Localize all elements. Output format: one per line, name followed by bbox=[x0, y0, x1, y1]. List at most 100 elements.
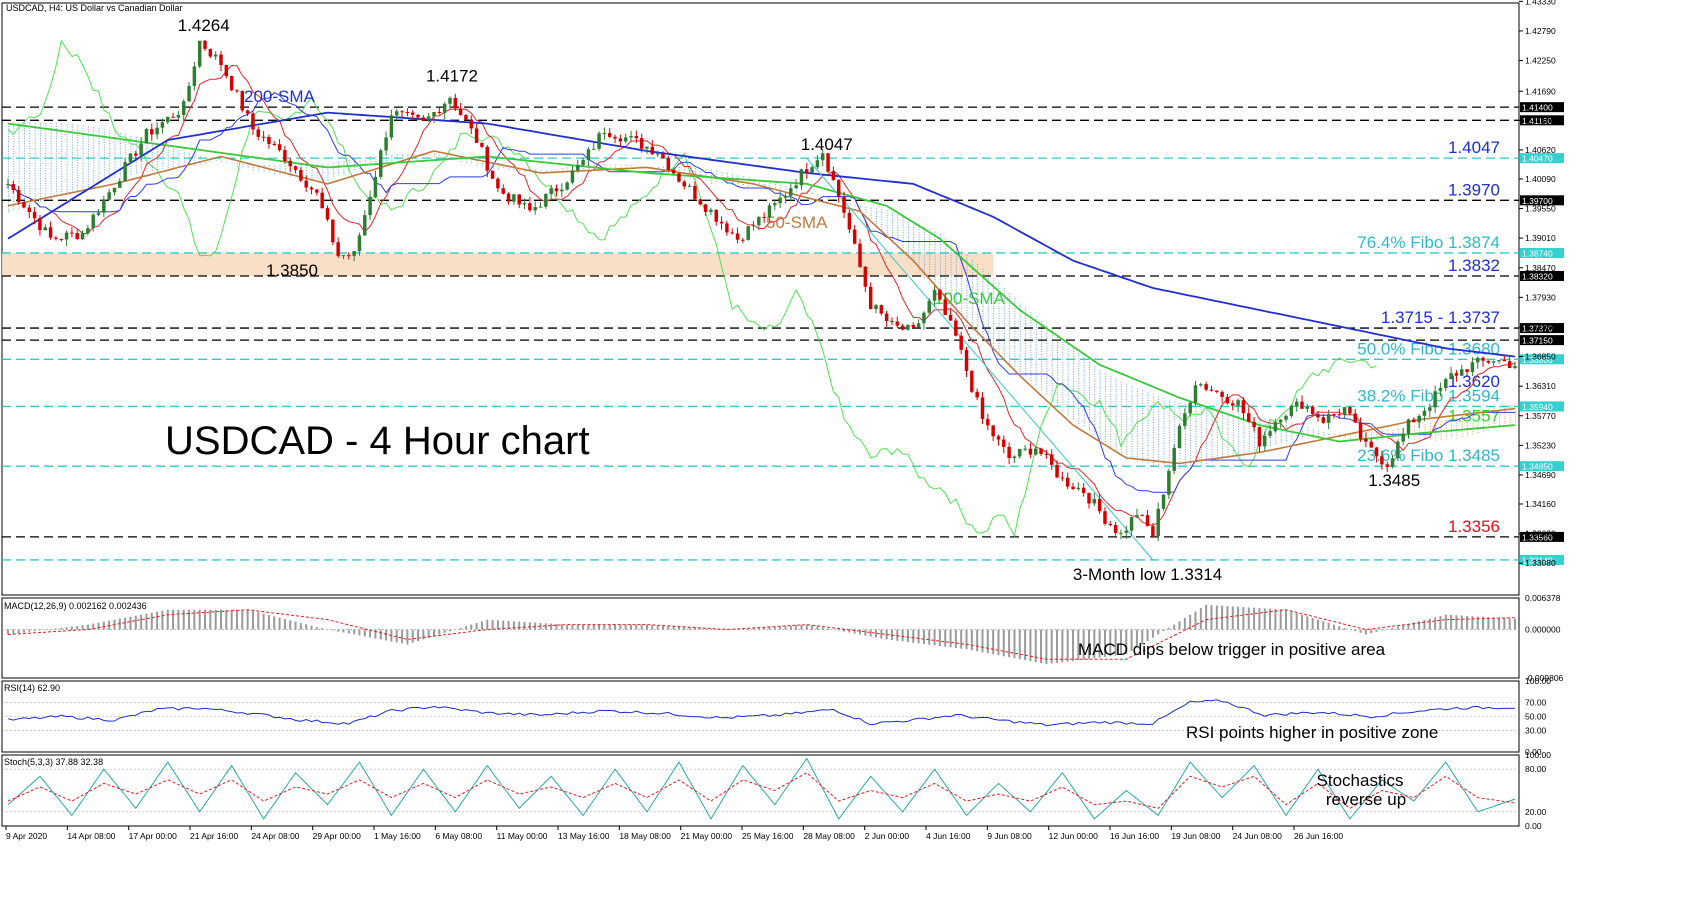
cloud-dot bbox=[151, 169, 153, 171]
cloud-dot bbox=[1110, 446, 1112, 448]
cloud-dot bbox=[1232, 427, 1234, 429]
cloud-dot bbox=[1019, 338, 1021, 340]
cloud-dot bbox=[109, 142, 111, 144]
cloud-dot bbox=[1035, 369, 1037, 371]
cloud-dot bbox=[886, 227, 888, 229]
cloud-dot bbox=[1083, 364, 1085, 366]
cloud-dot bbox=[1131, 428, 1133, 430]
cloud-dot bbox=[1115, 416, 1117, 418]
cloud-dot bbox=[1286, 424, 1288, 426]
y-tick-label: 1.43330 bbox=[1525, 0, 1556, 6]
cloud-dot bbox=[897, 227, 899, 229]
cloud-dot bbox=[1104, 433, 1106, 435]
cloud-dot bbox=[913, 236, 915, 238]
cloud-dot bbox=[971, 301, 973, 303]
cloud-dot bbox=[1088, 429, 1090, 431]
candle-body bbox=[501, 188, 505, 194]
cloud-dot bbox=[1019, 341, 1021, 343]
cloud-dot bbox=[1035, 381, 1037, 383]
cloud-dot bbox=[1238, 433, 1240, 435]
chart-title-overlay: USDCAD - 4 Hour chart bbox=[165, 419, 590, 463]
candle-body bbox=[59, 238, 63, 240]
cloud-dot bbox=[1296, 424, 1298, 426]
cloud-dot bbox=[1248, 423, 1250, 425]
cloud-dot bbox=[162, 160, 164, 162]
cloud-dot bbox=[77, 124, 79, 126]
cloud-dot bbox=[1019, 333, 1021, 335]
cloud-dot bbox=[1147, 397, 1149, 399]
cloud-dot bbox=[1163, 448, 1165, 450]
cloud-dot bbox=[1163, 403, 1165, 405]
cloud-dot bbox=[1270, 422, 1272, 424]
cloud-dot bbox=[1493, 408, 1495, 410]
cloud-dot bbox=[1206, 442, 1208, 444]
cloud-dot bbox=[77, 182, 79, 184]
candle-body bbox=[1332, 414, 1336, 416]
cloud-dot bbox=[955, 276, 957, 278]
cloud-dot bbox=[939, 259, 941, 261]
cloud-dot bbox=[1349, 435, 1351, 437]
cloud-dot bbox=[907, 244, 909, 246]
cloud-dot bbox=[1211, 436, 1213, 438]
cloud-dot bbox=[955, 268, 957, 270]
cloud-dot bbox=[103, 144, 105, 146]
level-label: 38.2% Fibo 1.3594 bbox=[1357, 386, 1500, 405]
cloud-dot bbox=[1158, 456, 1160, 458]
cloud-dot bbox=[1152, 451, 1154, 453]
y-tick-label: 1.37390 bbox=[1525, 322, 1556, 332]
cloud-dot bbox=[971, 281, 973, 283]
cloud-dot bbox=[1227, 431, 1229, 433]
cloud-dot bbox=[1083, 377, 1085, 379]
cloud-dot bbox=[993, 330, 995, 332]
cloud-dot bbox=[1152, 444, 1154, 446]
cloud-dot bbox=[1227, 416, 1229, 418]
cloud-dot bbox=[18, 145, 20, 147]
cloud-dot bbox=[1126, 448, 1128, 450]
cloud-dot bbox=[1158, 446, 1160, 448]
cloud-dot bbox=[1419, 430, 1421, 432]
candle-body bbox=[821, 153, 825, 161]
cloud-dot bbox=[1009, 313, 1011, 315]
cloud-dot bbox=[1046, 358, 1048, 360]
cloud-dot bbox=[55, 178, 57, 180]
cloud-dot bbox=[1030, 324, 1032, 326]
cloud-dot bbox=[721, 174, 723, 176]
cloud-dot bbox=[716, 176, 718, 178]
cloud-dot bbox=[146, 148, 148, 150]
cloud-dot bbox=[1099, 378, 1101, 380]
cloud-dot bbox=[945, 258, 947, 260]
cloud-dot bbox=[1158, 411, 1160, 413]
cloud-dot bbox=[1163, 433, 1165, 435]
cloud-dot bbox=[1206, 452, 1208, 454]
cloud-dot bbox=[13, 193, 15, 195]
cloud-dot bbox=[1041, 338, 1043, 340]
cloud-dot bbox=[66, 161, 68, 163]
cloud-dot bbox=[87, 128, 89, 130]
cloud-dot bbox=[61, 143, 63, 145]
cloud-dot bbox=[934, 241, 936, 243]
cloud-dot bbox=[1142, 442, 1144, 444]
cloud-dot bbox=[1062, 381, 1064, 383]
cloud-dot bbox=[977, 288, 979, 290]
cloud-dot bbox=[945, 290, 947, 292]
cloud-dot bbox=[886, 209, 888, 211]
cloud-dot bbox=[1190, 447, 1192, 449]
cloud-dot bbox=[1003, 308, 1005, 310]
cloud-dot bbox=[716, 178, 718, 180]
cloud-dot bbox=[966, 309, 968, 311]
cloud-dot bbox=[61, 183, 63, 185]
candle-body bbox=[1002, 439, 1006, 447]
cloud-dot bbox=[1104, 420, 1106, 422]
cloud-dot bbox=[50, 135, 52, 137]
cloud-dot bbox=[945, 280, 947, 282]
cloud-dot bbox=[1014, 348, 1016, 350]
cloud-dot bbox=[1243, 434, 1245, 436]
cloud-dot bbox=[939, 271, 941, 273]
rsi-line bbox=[7, 699, 1516, 727]
cloud-dot bbox=[34, 202, 36, 204]
cloud-dot bbox=[93, 177, 95, 179]
cloud-dot bbox=[1014, 365, 1016, 367]
cloud-dot bbox=[1126, 386, 1128, 388]
cloud-dot bbox=[23, 185, 25, 187]
cloud-dot bbox=[1190, 420, 1192, 422]
